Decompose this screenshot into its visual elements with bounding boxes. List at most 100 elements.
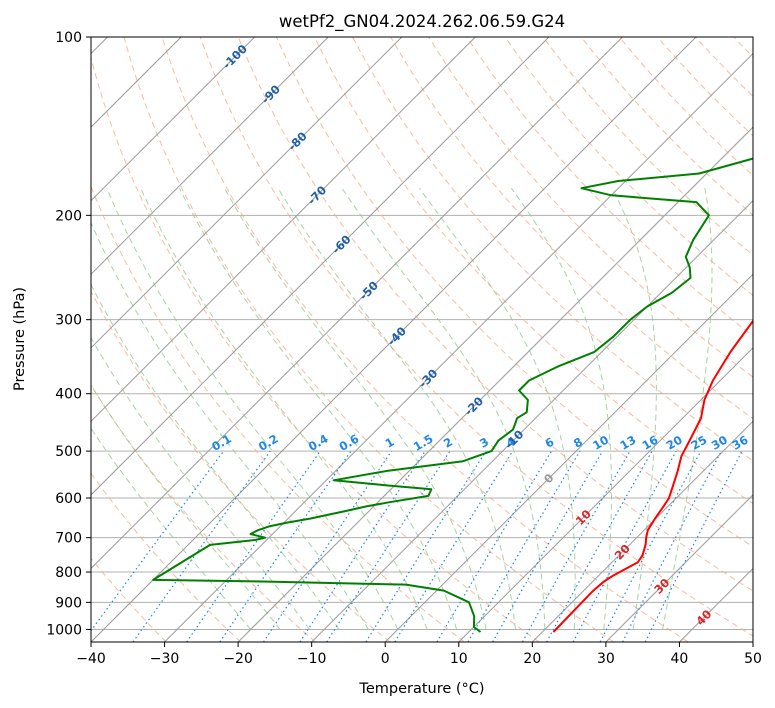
- isotherm: [91, 37, 550, 496]
- moist-adiabat: [91, 427, 252, 630]
- isotherm: [311, 199, 753, 642]
- dry-adiabat: [428, 37, 753, 378]
- dewpoint-profile: [152, 157, 753, 633]
- isotherm: [91, 37, 329, 275]
- moist-adiabat: [91, 283, 340, 630]
- series-lines: [152, 157, 753, 633]
- mixing-ratio-label: 2: [441, 435, 455, 451]
- isotherm: [91, 37, 623, 570]
- y-tick-label: 100: [55, 30, 82, 46]
- mixing-ratio-line: [572, 450, 677, 642]
- dry-adiabat: [237, 37, 753, 592]
- dry-adiabat: [275, 37, 753, 548]
- dry-adiabat: [390, 37, 753, 420]
- y-tick-label: 300: [55, 313, 82, 329]
- y-tick-label: 500: [55, 444, 82, 460]
- moist-adiabat: [91, 221, 369, 630]
- y-tick-label: 1000: [46, 622, 82, 638]
- mixing-ratio-label: 0.1: [209, 431, 234, 453]
- y-tick-label: 400: [55, 387, 82, 403]
- x-tick-label: 40: [671, 651, 689, 667]
- dry-adiabat: [352, 37, 753, 462]
- mixing-ratio-label: 0.4: [306, 431, 331, 453]
- isotherm: [91, 37, 256, 202]
- isotherm: [91, 37, 476, 423]
- axis-ticks: −40 −30 −20 −10 0 10 20 30 40 50 100 200 300 400 500 60…: [46, 30, 762, 667]
- mixing-ratio-label: 10: [590, 433, 611, 453]
- x-tick-label: 10: [450, 651, 468, 667]
- plot-frame: [90, 36, 754, 643]
- x-tick-label: −10: [297, 651, 327, 667]
- mixing-ratio-line: [467, 450, 581, 642]
- mixing-ratio-label: 1.5: [411, 431, 436, 453]
- y-tick-label: 600: [55, 491, 82, 507]
- x-tick-label: 20: [523, 651, 541, 667]
- dry-adiabat: [161, 37, 689, 642]
- y-tick-label: 800: [55, 565, 82, 581]
- mixing-ratio-label: 36: [730, 433, 751, 453]
- dry-adiabat: [91, 472, 242, 642]
- isotherm: [752, 641, 753, 642]
- dry-adiabat: [91, 55, 540, 642]
- mixing-ratio-line: [644, 450, 743, 642]
- y-tick-label: 900: [55, 595, 82, 611]
- mixing-ratio-line: [521, 450, 631, 642]
- isotherm: [384, 273, 753, 642]
- x-tick-label: 0: [381, 651, 390, 667]
- x-tick-label: −40: [76, 651, 106, 667]
- y-tick-label: 200: [55, 208, 82, 224]
- chart-title: wetPf2_GN04.2024.262.06.59.G24: [279, 12, 565, 32]
- dry-adiabat: [91, 185, 465, 642]
- isotherm: [458, 347, 753, 642]
- x-tick-label: −20: [223, 651, 253, 667]
- y-axis-title: Pressure (hPa): [12, 287, 28, 391]
- isotherm: [164, 52, 753, 642]
- dry-adiabat: [91, 384, 316, 642]
- moist-adiabat: [418, 187, 576, 630]
- mixing-ratio-label: 30: [709, 433, 730, 453]
- background-lines: [91, 37, 753, 642]
- mixing-ratio-line: [219, 450, 352, 642]
- dry-adiabat: [695, 37, 753, 98]
- mixing-ratio-line: [132, 450, 271, 642]
- moist-adiabat: [140, 187, 428, 630]
- isotherm: [91, 37, 697, 642]
- mixing-ratio-line: [263, 450, 393, 642]
- mixing-ratio-line: [91, 450, 224, 632]
- dry-adiabat: [314, 37, 753, 505]
- mixing-ratio-line: [436, 450, 553, 642]
- moist-adiabat: [341, 187, 546, 630]
- moist-adiabat: [179, 187, 458, 630]
- mixing-ratio-label: 20: [664, 433, 685, 453]
- isotherm: [605, 494, 753, 642]
- mixing-ratio-line: [365, 450, 487, 642]
- temperature-profile: [552, 319, 753, 633]
- mixing-ratio-label: 16: [640, 433, 661, 453]
- isotherm: [531, 420, 753, 642]
- line-labels: 0.1 0.2 0.4 0.6 1 1.5 2 3 4 6 8 10 13 16 20 25 30 36-100-…: [209, 42, 750, 629]
- mixing-ratio-label: 13: [618, 433, 639, 453]
- mixing-ratio-label: 0.2: [256, 431, 281, 453]
- isotherm: [679, 567, 753, 642]
- mixing-ratio-label: 3: [477, 435, 491, 451]
- x-tick-label: −30: [150, 651, 180, 667]
- x-tick-label: 30: [597, 651, 615, 667]
- y-tick-label: 700: [55, 531, 82, 547]
- mixing-ratio-label: 0.6: [337, 431, 362, 453]
- x-tick-label: 50: [744, 651, 762, 667]
- moist-adiabat: [224, 187, 487, 630]
- mixing-ratio-label: 1: [383, 435, 397, 451]
- mixing-ratio-label: 8: [571, 435, 585, 451]
- dry-adiabat: [91, 290, 391, 642]
- dry-adiabat: [657, 37, 753, 137]
- mixing-ratio-line: [394, 450, 514, 642]
- mixing-ratio-line: [299, 450, 426, 642]
- moist-adiabat: [106, 188, 399, 630]
- x-axis-title: Temperature (°C): [358, 681, 484, 697]
- mixing-ratio-label: 25: [688, 433, 709, 453]
- mixing-ratio-line: [186, 450, 321, 642]
- moist-adiabat: [277, 187, 516, 630]
- dry-adiabat: [504, 37, 753, 297]
- isotherm: [91, 37, 403, 349]
